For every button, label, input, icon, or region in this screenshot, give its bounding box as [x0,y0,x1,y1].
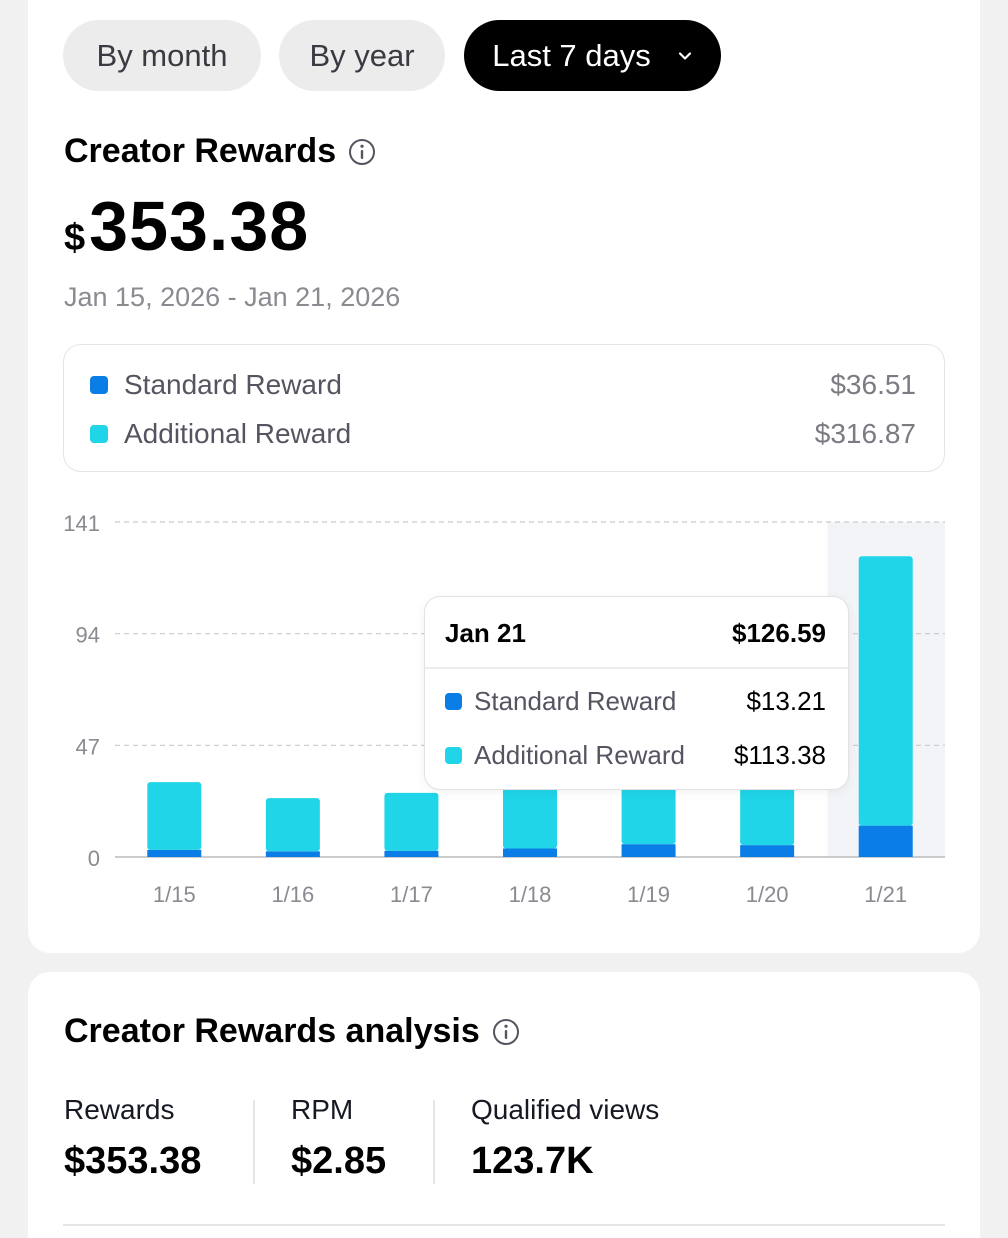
x-tick-label: 1/15 [153,882,196,907]
y-tick-label: 0 [88,846,100,871]
x-tick-label: 1/21 [864,882,907,907]
date-range: Jan 15, 2026 - Jan 21, 2026 [64,282,401,312]
bar-segment-additional [858,556,913,826]
reward-legend: Standard Reward $36.51 Additional Reward… [63,344,945,472]
info-icon[interactable] [348,138,376,166]
bar-segment-additional [384,792,439,851]
legend-value: $36.51 [830,369,916,400]
x-tick-label: 1/20 [746,882,789,907]
legend-row-standard: Standard Reward $36.51 [90,365,916,405]
tooltip-header: Jan 21 $126.59 [445,613,826,653]
analysis-title-row: Creator Rewards analysis [64,1012,520,1051]
metric-label: Qualified views [471,1094,660,1125]
legend-value: $316.87 [814,418,916,449]
metric-label: RPM [291,1094,354,1125]
additional-reward-swatch [90,425,108,443]
tooltip-divider [425,667,848,669]
y-tick-label: 141 [63,511,100,536]
tooltip-label: Standard Reward [474,685,677,716]
bar-segment-additional [503,772,557,849]
bar-segment-standard [503,848,557,857]
filter-last-7-days-dropdown[interactable]: Last 7 days [464,20,721,91]
metric-value: 123.7K [471,1140,594,1182]
filter-by-month-label: By month [96,37,228,73]
filter-last-7-days-label: Last 7 days [492,37,651,73]
standard-reward-swatch [90,376,108,394]
metric-value: $353.38 [64,1140,202,1182]
bar-segment-standard [147,849,202,857]
bar-segment-standard [740,845,795,857]
page-title: Creator Rewards [64,132,337,170]
bar-segment-standard [858,825,913,857]
bar-segment-additional [147,782,202,850]
analysis-title: Creator Rewards analysis [64,1012,480,1050]
standard-reward-swatch [445,692,462,710]
bar-segment-standard [384,850,439,857]
x-tick-label: 1/17 [390,882,433,907]
tooltip-date: Jan 21 [445,617,526,648]
x-tick-label: 1/18 [509,882,552,907]
filter-by-year-button[interactable]: By year [279,20,445,91]
metric-divider [433,1100,435,1184]
legend-label: Standard Reward [124,369,342,400]
tooltip-value: $113.38 [733,739,826,770]
metric-rpm: RPM $2.85 [291,1094,386,1183]
currency-symbol: $ [64,217,86,259]
tooltip-value: $13.21 [746,685,826,716]
y-tick-label: 47 [76,734,100,759]
tooltip-row-additional: Additional Reward $113.38 [445,735,826,775]
legend-label: Additional Reward [124,418,352,449]
legend-row-additional: Additional Reward $316.87 [90,414,916,454]
chart-tooltip: Jan 21 $126.59 Standard Reward $13.21 Ad… [424,596,849,790]
analysis-card [28,972,980,1238]
info-icon[interactable] [492,1018,520,1046]
bar-segment-standard [621,844,676,857]
metric-qualified-views: Qualified views 123.7K [471,1094,659,1183]
metric-label: Rewards [64,1094,175,1125]
metric-rewards: Rewards $353.38 [64,1094,201,1183]
total-amount: 353.38 [89,187,310,265]
filter-by-year-label: By year [309,37,415,73]
y-tick-label: 94 [76,623,100,648]
bar-segment-standard [265,851,320,857]
x-tick-label: 1/16 [271,882,314,907]
tooltip-row-standard: Standard Reward $13.21 [445,681,826,721]
chevron-down-icon [678,51,691,60]
bar-segment-additional [265,798,320,852]
metric-value: $2.85 [291,1140,387,1182]
rewards-title-row: Creator Rewards [64,132,376,171]
x-tick-label: 1/19 [627,882,670,907]
tooltip-total: $126.59 [732,617,826,648]
divider [63,1224,945,1226]
metric-divider [253,1100,255,1184]
additional-reward-swatch [445,746,462,764]
total-rewards: $ 353.38 [64,186,309,266]
tooltip-label: Additional Reward [474,739,686,770]
filter-by-month-button[interactable]: By month [63,20,261,91]
